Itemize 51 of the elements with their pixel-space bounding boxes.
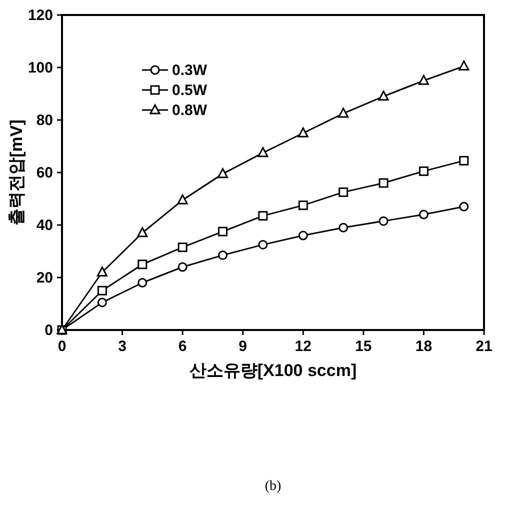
point (96, 266, 108, 276)
y-tick-label: 0 (44, 322, 53, 339)
y-axis-title: 출력전압[mV] (7, 120, 26, 226)
x-tick-label: 18 (415, 338, 432, 355)
x-tick-label: 9 (238, 338, 248, 355)
point (298, 230, 308, 240)
point (138, 278, 148, 288)
x-tick-label: 15 (355, 338, 372, 355)
point (298, 127, 308, 138)
legend-label: 0.3W (172, 62, 208, 79)
y-tick-label: 120 (28, 7, 53, 24)
point (338, 222, 348, 232)
point (378, 216, 388, 226)
point (218, 226, 228, 236)
point (178, 242, 188, 252)
point (458, 60, 470, 70)
point (418, 74, 429, 85)
point (378, 178, 388, 188)
x-tick-label: 6 (178, 338, 187, 355)
point (418, 210, 428, 220)
point (138, 260, 148, 270)
y-tick-label: 80 (36, 112, 53, 129)
y-tick-label: 40 (36, 217, 53, 234)
point (258, 211, 268, 221)
point (378, 90, 389, 101)
point (258, 240, 268, 250)
point (137, 227, 148, 238)
point (218, 250, 228, 260)
point (97, 298, 107, 308)
point (418, 166, 428, 176)
point (258, 147, 268, 158)
point (338, 187, 348, 197)
point (218, 168, 228, 178)
point (178, 262, 188, 272)
legend-label: 0.5W (172, 82, 208, 99)
point (177, 194, 188, 204)
x-tick-label: 0 (58, 338, 66, 355)
y-tick-label: 60 (36, 164, 53, 182)
x-axis-title: 산소유량[X100 sccm] (189, 361, 357, 380)
x-tick-label: 3 (118, 338, 126, 355)
x-tick-label: 21 (476, 338, 492, 355)
y-tick-label: 20 (36, 270, 53, 286)
legend-label: 0.8W (172, 102, 208, 119)
point (97, 286, 107, 296)
y-tick-label: 100 (28, 60, 53, 76)
point (338, 108, 349, 118)
point (459, 156, 469, 166)
point (298, 200, 308, 210)
point (459, 202, 469, 212)
x-tick-label: 12 (294, 338, 312, 355)
text: (b) (264, 479, 282, 494)
